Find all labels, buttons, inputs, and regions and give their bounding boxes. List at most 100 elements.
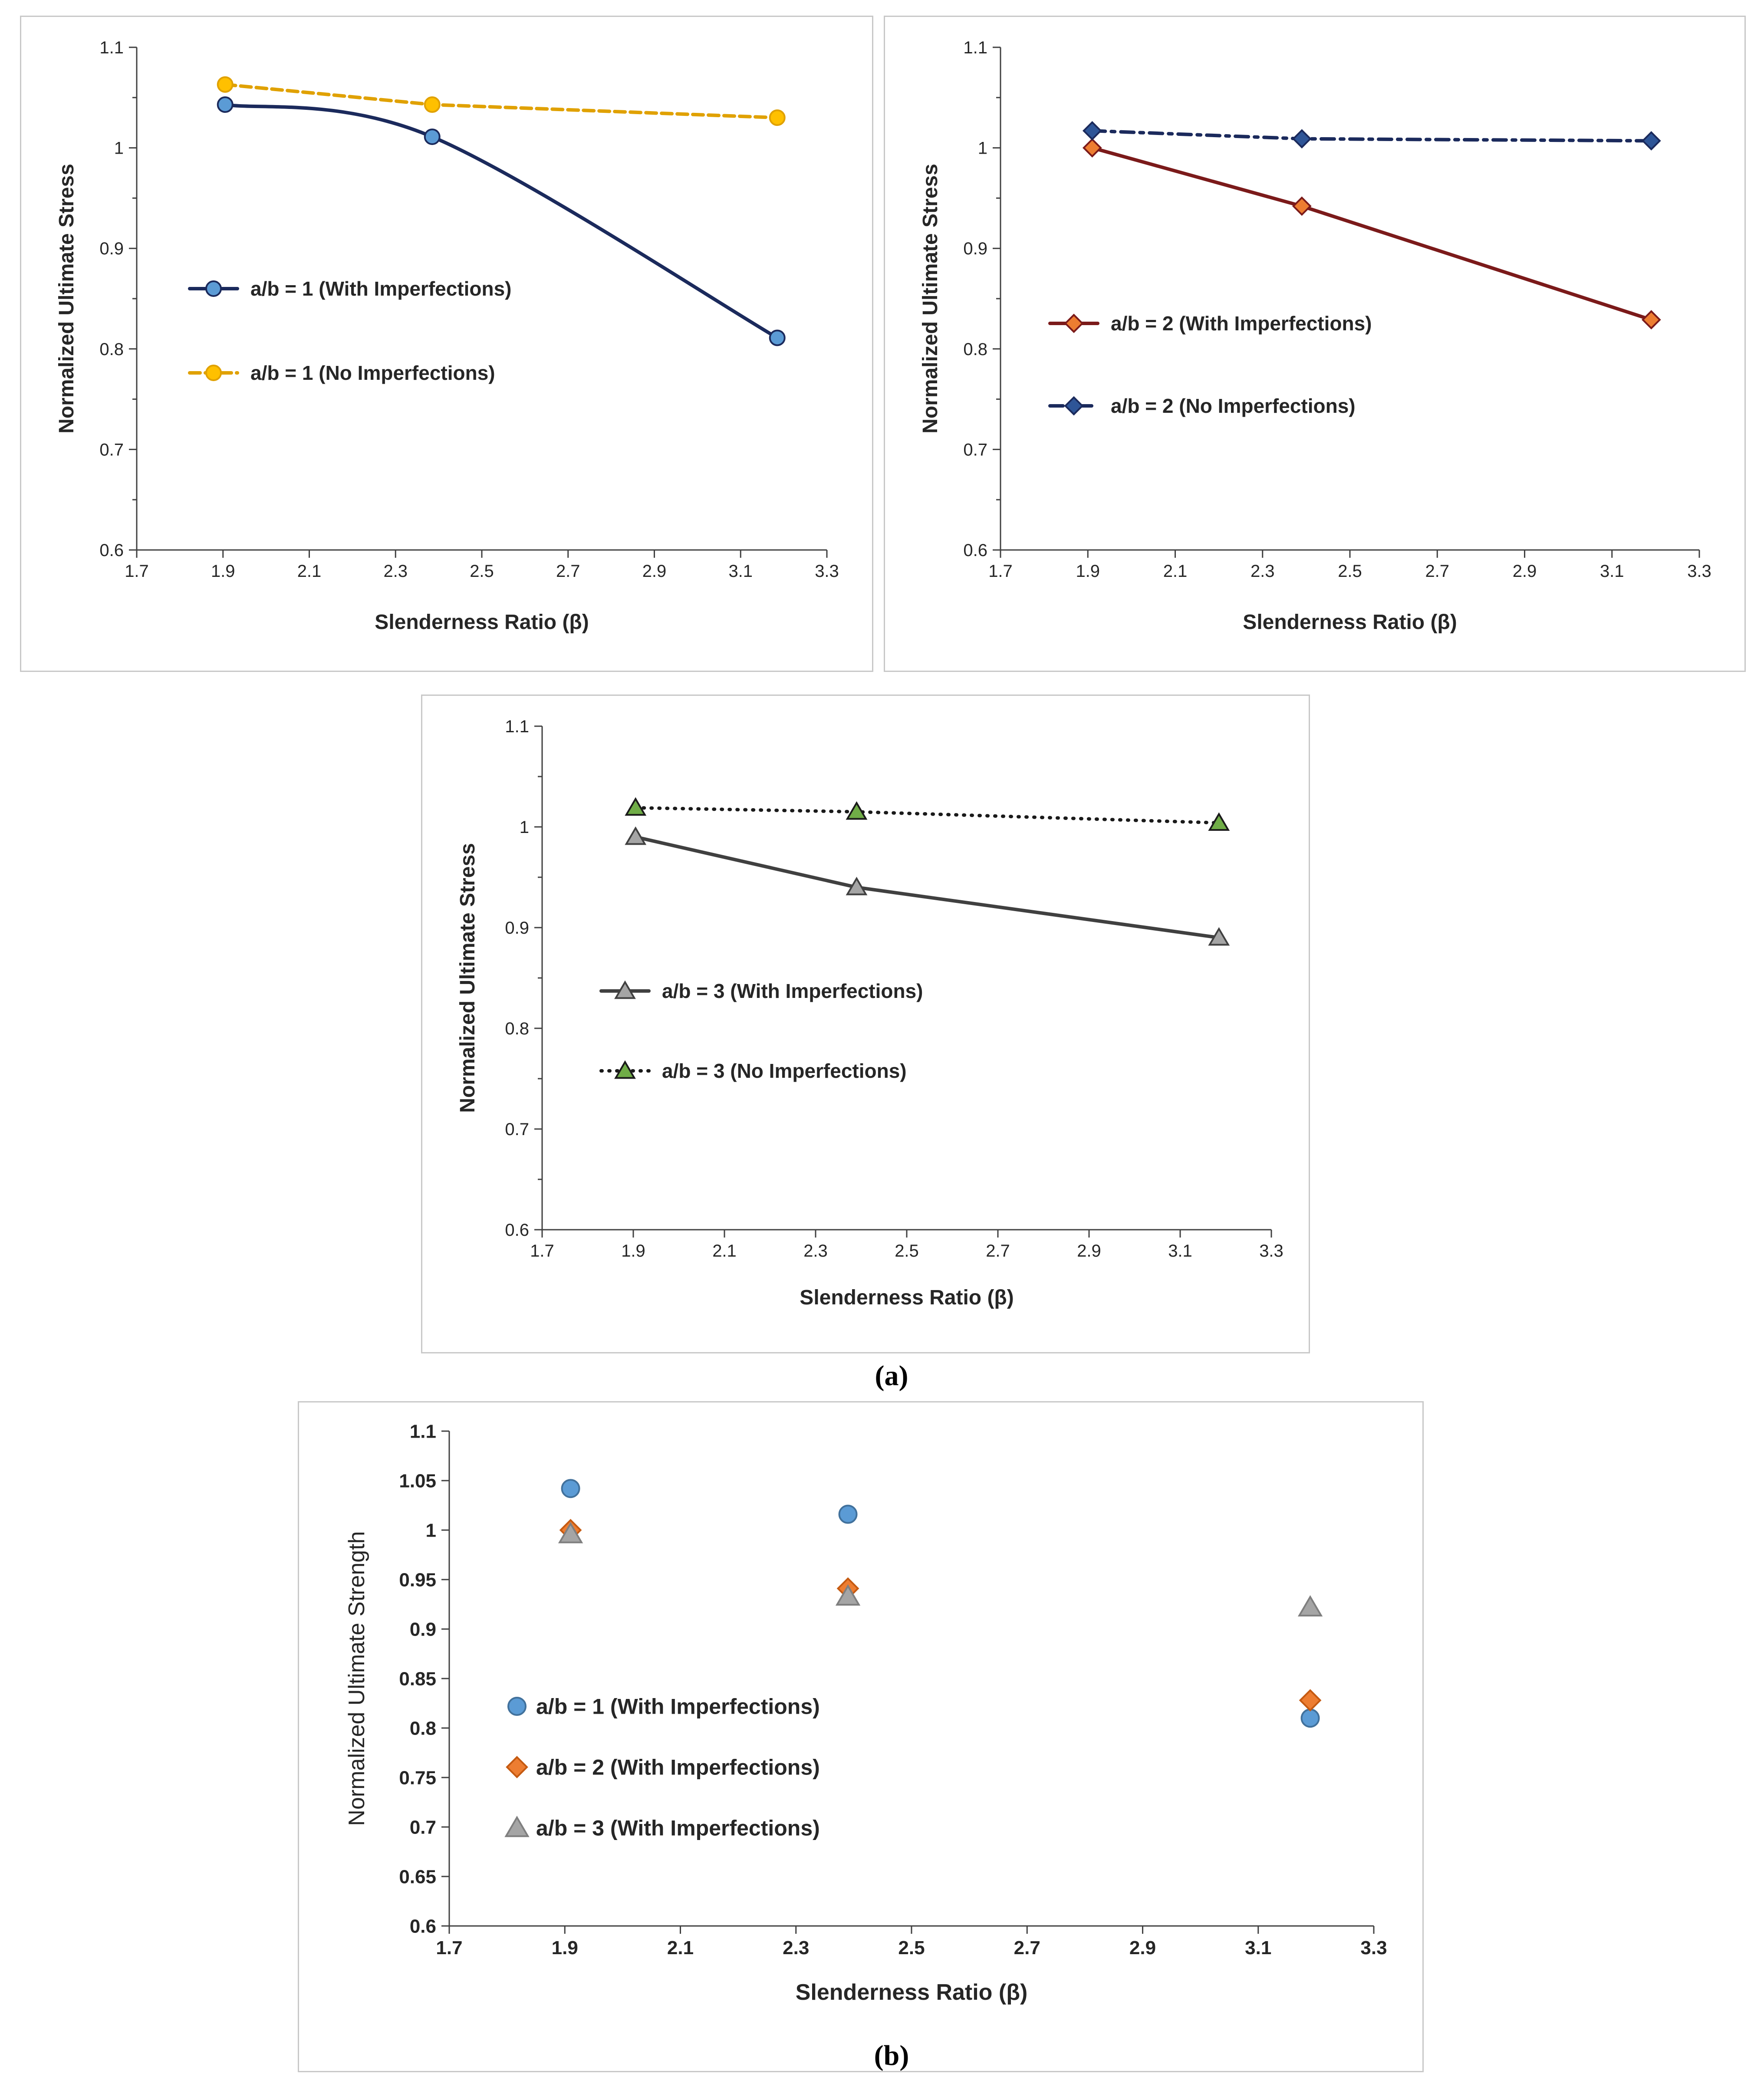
b-y-tick-label: 1 (426, 1520, 436, 1541)
a-2-x-axis-title: Slenderness Ratio (β) (1243, 611, 1457, 634)
b-point-s3-3 (1297, 1595, 1323, 1617)
b-legend-item-3: a/b = 3 (With Imperfections) (504, 1816, 820, 1840)
a-1-y-tick-label: 1.1 (99, 38, 124, 57)
a-1-x-tick-label: 2.3 (383, 562, 408, 581)
a-1-legend-swatch-marker (205, 280, 222, 297)
a-2-y-tick-label: 0.7 (963, 440, 987, 459)
b-y-tick-label: 0.65 (399, 1866, 436, 1887)
b-y-tick-label: 0.85 (399, 1668, 436, 1689)
a-2-legend-item-2: a/b = 2 (No Imperfections) (1048, 395, 1356, 417)
a-3-point-s1-2 (846, 876, 868, 895)
a-3-y-tick-label: 0.7 (505, 1120, 529, 1139)
a-2-y-axis-title: Normalized Ultimate Stress (919, 164, 942, 434)
b-y-tick-label: 0.7 (410, 1817, 436, 1838)
b-series-a-b-1-with-imperfections (561, 1479, 1320, 1728)
b-point-s3-1 (558, 1522, 583, 1544)
a-1-y-tick-label: 0.9 (99, 239, 124, 258)
b-x-tick-label: 3.3 (1360, 1937, 1387, 1959)
chart-a-2-svg: 0.6 0.7 0.8 0.9 1 1.1 1.7 1.9 2.1 2.3 2.5 2.7 2.9 3.1… (919, 38, 1711, 634)
a-2-x-tick-label: 3.1 (1600, 562, 1624, 581)
b-legend-label: a/b = 2 (With Imperfections) (536, 1755, 820, 1780)
a-2-legend-item-1: a/b = 2 (With Imperfections) (1048, 312, 1372, 335)
b-y-tick-label: 1.05 (399, 1470, 436, 1491)
a-1-point-s1-1 (217, 96, 234, 113)
a-2-x-tick-label: 1.7 (988, 562, 1013, 581)
a-3-y-tick-label: 1 (520, 818, 529, 837)
b-point-s2-3 (1299, 1689, 1322, 1712)
a-3-x-tick-label: 2.9 (1077, 1241, 1101, 1261)
a-1-y-tick-label: 0.6 (99, 541, 124, 560)
a-3-x-tick-label: 3.3 (1259, 1241, 1284, 1261)
b-legend-label: a/b = 3 (With Imperfections) (536, 1816, 820, 1840)
caption-b: (b) (874, 2040, 909, 2071)
b-legend-swatch-marker (507, 1697, 527, 1716)
a-3-legend-swatch-marker (614, 1060, 636, 1079)
a-2-point-s2-2 (1292, 129, 1312, 149)
a-2-series-line-2 (1090, 129, 1653, 143)
a-3-x-axis-title: Slenderness Ratio (β) (800, 1286, 1014, 1309)
a-3-legend-swatch-marker (614, 980, 636, 999)
b-legend-label: a/b = 1 (With Imperfections) (536, 1695, 820, 1719)
a-2-series-a-b-2-no-imperfections (1082, 121, 1661, 151)
a-1-point-s1-2 (424, 128, 441, 145)
b-x-tick-label: 2.5 (898, 1937, 925, 1959)
a-2-y-tick-label: 0.8 (963, 340, 987, 359)
a-2-legend-swatch-marker (1064, 396, 1084, 416)
a-2-point-s1-2 (1292, 196, 1312, 216)
a-1-x-tick-label: 3.1 (728, 562, 753, 581)
b-x-tick-label: 1.7 (436, 1937, 462, 1959)
a-3-x-tick-label: 1.7 (530, 1241, 554, 1261)
a-2-y-tick-label: 0.6 (963, 541, 987, 560)
a-1-x-axis-title: Slenderness Ratio (β) (375, 611, 589, 634)
b-y-tick-label: 1.1 (410, 1421, 436, 1442)
a-1-y-tick-label: 1 (114, 139, 124, 158)
a-2-y-tick-label: 1 (978, 139, 987, 158)
a-1-series-line-2 (223, 82, 779, 120)
a-2-x-tick-label: 2.5 (1338, 562, 1362, 581)
a-1-x-tick-label: 2.7 (556, 562, 580, 581)
a-3-legend-item-2: a/b = 3 (No Imperfections) (599, 1060, 907, 1082)
b-x-tick-label: 2.3 (783, 1937, 809, 1959)
a-2-axes: 0.6 0.7 0.8 0.9 1 1.1 1.7 1.9 2.1 2.3 2.5 2.7 2.9 3.1… (919, 38, 1711, 634)
a-1-y-tick-label: 0.8 (99, 340, 124, 359)
b-point-s3-2 (835, 1584, 861, 1606)
a-1-point-s2-1 (217, 76, 234, 93)
a-2-x-tick-label: 2.7 (1425, 562, 1449, 581)
b-x-tick-label: 1.9 (552, 1937, 578, 1959)
b-y-axis-title: Normalized Ultimate Strength (344, 1531, 369, 1826)
a-3-y-tick-label: 0.8 (505, 1019, 529, 1038)
b-point-s1-1 (561, 1479, 580, 1498)
b-y-tick-label: 0.95 (399, 1569, 436, 1590)
a-3-x-tick-label: 2.5 (895, 1241, 919, 1261)
a-3-axes: 0.6 0.7 0.8 0.9 1 1.1 1.7 1.9 2.1 2.3 2.5 2.7 2.9 3.1… (456, 717, 1284, 1309)
a-1-x-tick-label: 2.5 (470, 562, 494, 581)
a-2-point-s2-3 (1641, 131, 1661, 151)
a-2-point-s1-1 (1082, 138, 1102, 158)
a-3-point-s2-3 (1208, 812, 1230, 831)
b-legend-item-1: a/b = 1 (With Imperfections) (507, 1695, 820, 1719)
b-y-tick-label: 0.6 (410, 1916, 436, 1937)
a-2-legend-label: a/b = 2 (No Imperfections) (1111, 395, 1356, 417)
a-3-series-a-b-3-no-imperfections (625, 797, 1230, 831)
a-3-y-tick-label: 0.6 (505, 1221, 529, 1240)
b-x-axis-title: Slenderness Ratio (β) (796, 1980, 1028, 2005)
a-3-series-line-1 (634, 835, 1221, 940)
a-3-x-tick-label: 3.1 (1168, 1241, 1192, 1261)
a-1-x-tick-label: 3.3 (815, 562, 839, 581)
b-legend-swatch-marker (506, 1756, 528, 1778)
chart-panel-a-2: 0.6 0.7 0.8 0.9 1 1.1 1.7 1.9 2.1 2.3 2.5 2.7 2.9 3.1… (884, 16, 1746, 672)
a-1-series-a-b-1-no-imperfections (217, 76, 786, 126)
a-2-x-tick-label: 3.3 (1687, 562, 1711, 581)
b-series-a-b-3-with-imperfections (558, 1522, 1323, 1617)
a-1-legend-label: a/b = 1 (No Imperfections) (250, 362, 495, 384)
a-3-x-tick-label: 2.7 (986, 1241, 1010, 1261)
a-1-axes: 0.6 0.7 0.8 0.9 1 1.1 1.7 1.9 2.1 2.3 2.5 2.7 2.9 3.1… (55, 38, 839, 634)
chart-a-3-svg: 0.6 0.7 0.8 0.9 1 1.1 1.7 1.9 2.1 2.3 2.5 2.7 2.9 3.1… (456, 717, 1284, 1309)
a-1-x-tick-label: 2.9 (642, 562, 667, 581)
a-1-y-axis-title: Normalized Ultimate Stress (55, 164, 78, 434)
chart-a-1-svg: 0.6 0.7 0.8 0.9 1 1.1 1.7 1.9 2.1 2.3 2.5 2.7 2.9 3.1… (55, 38, 839, 634)
a-1-point-s2-2 (424, 96, 441, 113)
a-3-point-s1-1 (625, 826, 647, 845)
a-1-x-tick-label: 1.7 (125, 562, 149, 581)
caption-a: (a) (875, 1360, 908, 1392)
